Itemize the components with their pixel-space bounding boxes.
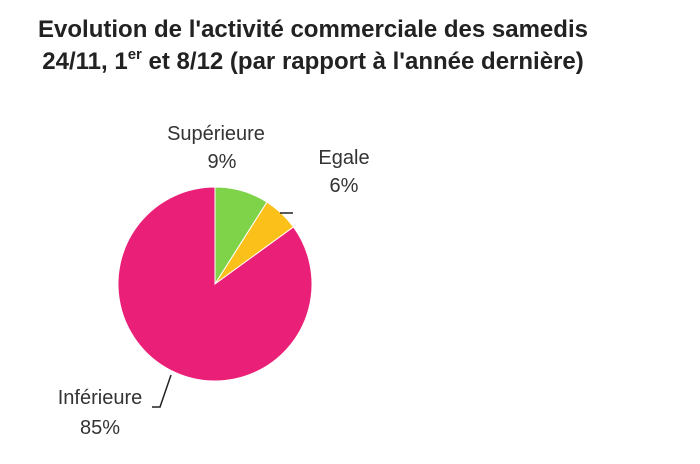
slice-label-name: Inférieure [58, 387, 143, 409]
pie-slices [117, 186, 313, 382]
chart-title: Evolution de l'activité commerciale des … [0, 14, 626, 81]
slice-labels: Supérieure 9% Egale 6% Inférieure 85% [58, 123, 370, 439]
chart-title-line-2-suffix: et 8/12 (par rapport à l'année dernière) [141, 48, 584, 75]
leader-line-2 [152, 374, 172, 408]
slice-label-value: 6% [330, 175, 359, 197]
slice-label-name: Supérieure [167, 123, 265, 145]
pie-slice-inferieure [117, 186, 313, 382]
slice-label-value: 9% [208, 151, 237, 173]
chart-title-line-2-prefix: 24/11, 1 [42, 48, 128, 75]
slice-label-name: Egale [318, 147, 369, 169]
slice-label-value: 85% [80, 417, 120, 439]
leader-lines [152, 212, 293, 408]
chart-title-superscript: er [127, 46, 142, 63]
chart-title-line-2: 24/11, 1er et 8/12 (par rapport à l'anné… [0, 46, 626, 81]
chart-title-line-1: Evolution de l'activité commerciale des … [38, 16, 588, 43]
